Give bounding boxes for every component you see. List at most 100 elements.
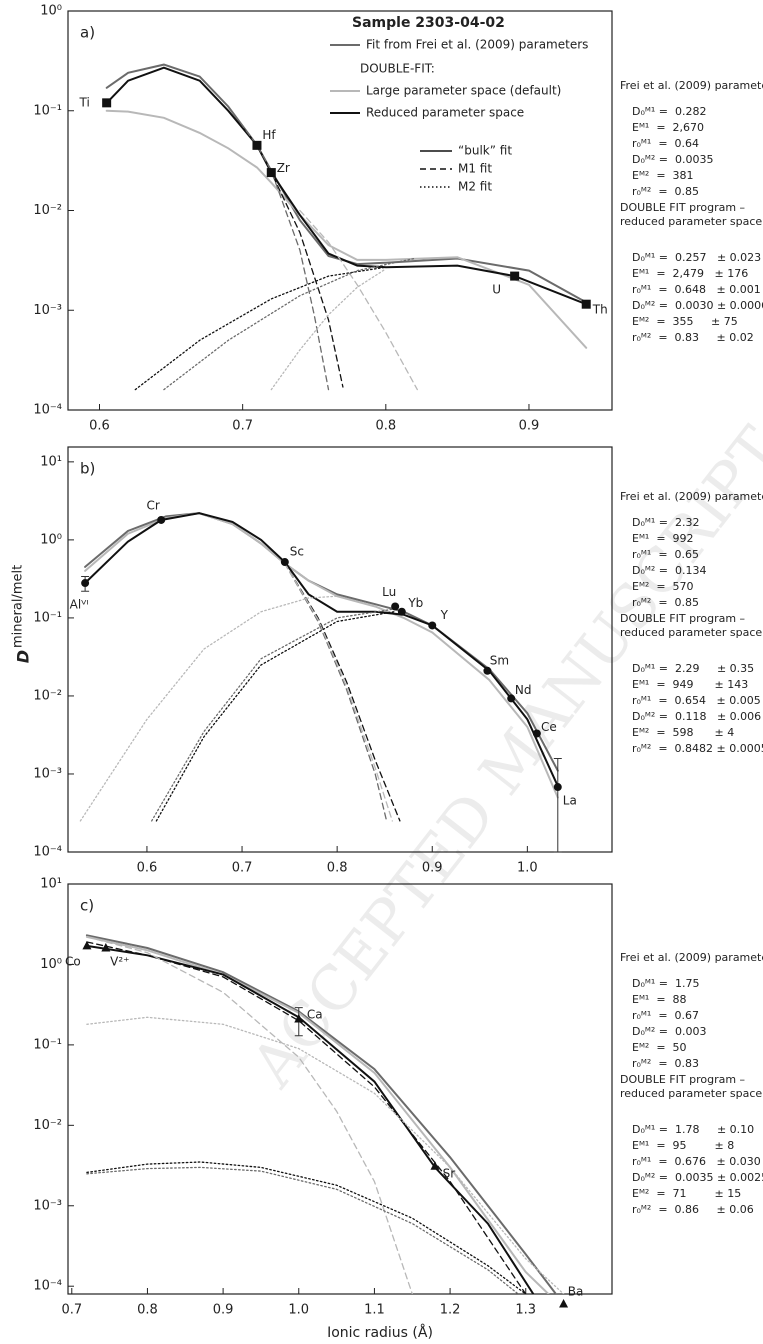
y-tick-label: 10⁻² (33, 1118, 62, 1133)
curves (79, 512, 559, 822)
panel: b) 0.6 0.7 0.8 0.9 1.0 10⁻⁴ 10⁻³ 10⁻² 10⁻¹ 10⁰ 10¹ A… (33, 446, 763, 876)
point-label: Ba (568, 1285, 584, 1299)
y-tick-label: 10⁰ (40, 957, 62, 972)
parameter-block: Frei et al. (2009) parameters D₀ᴹ¹ = 0.28… (620, 79, 763, 344)
fit-curve (227, 110, 344, 388)
fit-curve (284, 562, 401, 822)
param-title: Frei et al. (2009) parameters (620, 79, 763, 92)
point-label: La (563, 794, 577, 808)
fit-curve (84, 512, 559, 772)
y-tick-label: 10⁻¹ (33, 1037, 62, 1052)
fit-curve (284, 562, 388, 822)
panel: a) 0.6 0.7 0.8 0.9 10⁻⁴ 10⁻³ 10⁻² 10⁻¹ 10⁰ Ti Hf Zr U… (33, 4, 763, 434)
point-label: V²⁺ (110, 955, 129, 969)
param-line: Eᴹ² = 570 (632, 580, 694, 593)
param-line: Eᴹ² = 50 (632, 1041, 687, 1054)
style-label: “bulk” fit (458, 144, 512, 158)
fit-curve (85, 934, 558, 1294)
param-line: r₀ᴹ² = 0.8482 ± 0.0005 (632, 742, 763, 755)
fit-curve (86, 936, 413, 1294)
y-tick-label: 10⁰ (40, 4, 62, 19)
fit-curve (155, 611, 395, 822)
point-label: Yb (407, 596, 423, 610)
x-tick-label: 0.8 (137, 1303, 158, 1318)
fit-curve (134, 266, 387, 391)
x-tick-label: 1.1 (364, 1303, 385, 1318)
x-tick-label: 0.9 (519, 419, 540, 434)
param-line: r₀ᴹ² = 0.85 (632, 596, 699, 609)
x-tick-label: 0.9 (213, 1303, 234, 1318)
fit-curve (79, 595, 338, 822)
marker (266, 168, 276, 178)
y-tick-label: 10⁻⁴ (33, 403, 62, 418)
x-tick-label: 0.6 (89, 419, 110, 434)
point-label: U (492, 283, 501, 297)
legend-label: Fit from Frei et al. (2009) parameters (366, 38, 588, 52)
y-tick-label: 10⁻² (33, 688, 62, 703)
parameter-block: Frei et al. (2009) parameters D₀ᴹ¹ = 2.32… (620, 490, 763, 755)
y-tick-label: 10⁰ (40, 532, 62, 547)
marker (559, 1299, 569, 1308)
point-label: Sc (290, 545, 304, 559)
panel-label: c) (80, 897, 94, 915)
param-line: Eᴹ² = 355 ± 75 (632, 315, 738, 328)
x-tick-label: 1.3 (515, 1303, 536, 1318)
param-line: Eᴹ¹ = 992 (632, 532, 694, 545)
legend-heading: DOUBLE-FIT: (360, 62, 435, 76)
fit-curve (105, 109, 588, 349)
y-tick-label: 10¹ (40, 454, 62, 469)
marker (280, 558, 289, 567)
param-line: D₀ᴹ¹ = 1.78 ± 0.10 (632, 1123, 754, 1136)
style-label: M2 fit (458, 180, 492, 194)
x-tick-label: 0.7 (232, 419, 253, 434)
param-line: D₀ᴹ¹ = 2.32 (632, 516, 699, 529)
marker (553, 783, 562, 792)
param-title: DOUBLE FIT program – (620, 201, 745, 214)
x-axis-label: Ionic radius (Å) (327, 1324, 433, 1341)
marker (397, 607, 406, 616)
param-line: r₀ᴹ¹ = 0.65 (632, 548, 699, 561)
point-label: Co (65, 954, 81, 968)
panel-label: b) (80, 460, 95, 478)
x-tick-label: 0.8 (327, 861, 348, 876)
parameter-block: Frei et al. (2009) parameters D₀ᴹ¹ = 1.75… (620, 951, 763, 1216)
param-title: reduced parameter space (620, 1087, 762, 1100)
x-tick-label: 1.0 (517, 861, 538, 876)
marker (252, 140, 262, 150)
point-label: Ca (307, 1007, 323, 1021)
param-line: r₀ᴹ² = 0.83 ± 0.02 (632, 331, 754, 344)
param-line: Eᴹ¹ = 2,670 (632, 121, 704, 134)
param-line: D₀ᴹ² = 0.134 (632, 564, 706, 577)
param-line: r₀ᴹ² = 0.83 (632, 1057, 699, 1070)
fit-curve (86, 1016, 565, 1294)
param-line: Eᴹ² = 71 ± 15 (632, 1187, 741, 1200)
marker (391, 602, 400, 611)
y-tick-label: 10⁻³ (33, 303, 62, 318)
point-label: Alⱽᴵ (70, 598, 89, 612)
plot-frame (67, 883, 613, 1295)
param-line: D₀ᴹ¹ = 0.257 ± 0.023 (632, 251, 761, 264)
param-line: Eᴹ² = 598 ± 4 (632, 726, 734, 739)
marker (507, 694, 516, 703)
style-label: M1 fit (458, 162, 492, 176)
y-axis-label-sup: mineral/melt (11, 565, 26, 648)
plot-frame (67, 10, 613, 411)
point-label: Sm (490, 653, 509, 667)
param-line: D₀ᴹ² = 0.003 (632, 1025, 706, 1038)
param-line: r₀ᴹ¹ = 0.64 (632, 137, 699, 150)
param-line: r₀ᴹ¹ = 0.676 ± 0.030 (632, 1155, 761, 1168)
marker (82, 940, 92, 950)
legend-label: Reduced parameter space (366, 106, 524, 120)
point-label: Y (440, 608, 449, 622)
param-line: D₀ᴹ¹ = 2.29 ± 0.35 (632, 662, 754, 675)
y-tick-label: 10⁻³ (33, 1198, 62, 1213)
fit-curve (105, 66, 588, 306)
param-title: DOUBLE FIT program – (620, 1073, 745, 1086)
x-tick-label: 1.0 (288, 1303, 309, 1318)
param-title: Frei et al. (2009) parameters (620, 490, 763, 503)
param-line: D₀ᴹ² = 0.0035 (632, 153, 713, 166)
marker (483, 666, 492, 675)
fit-curve (163, 257, 416, 391)
y-tick-label: 10¹ (40, 877, 62, 892)
